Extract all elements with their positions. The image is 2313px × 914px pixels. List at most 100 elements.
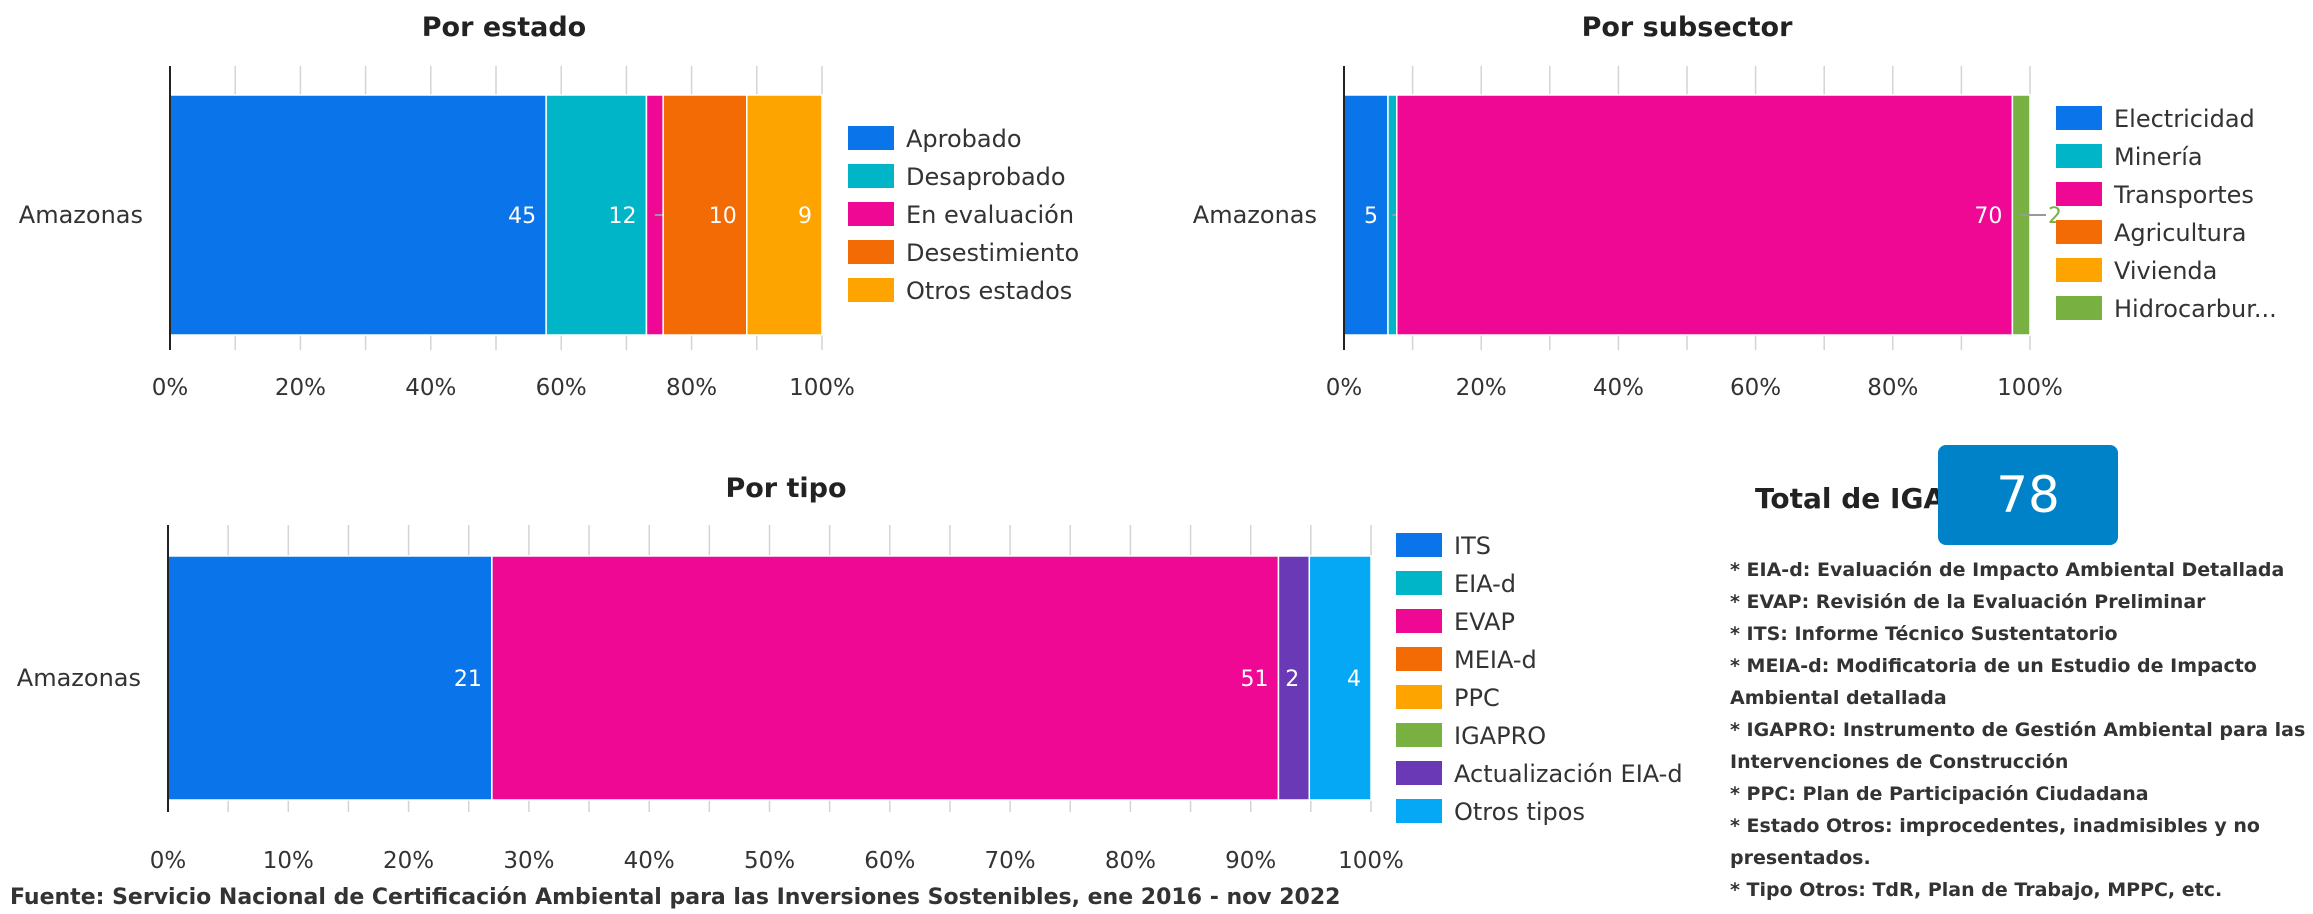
tick-label: 80% [1105, 848, 1156, 874]
legend-swatch[interactable] [1396, 647, 1442, 671]
source-note: Fuente: Servicio Nacional de Certificaci… [10, 885, 1341, 910]
data-label: 70 [1974, 204, 2002, 229]
note-item: * Estado Otros: improcedentes, inadmisib… [1730, 815, 2260, 869]
tick-label: 40% [405, 375, 456, 401]
tick-label: 90% [1225, 848, 1276, 874]
note-item: * EVAP: Revisión de la Evaluación Prelim… [1730, 591, 2206, 613]
tick-label: 70% [985, 848, 1036, 874]
note-item: * Tipo Otros: TdR, Plan de Trabajo, MPPC… [1730, 879, 2223, 901]
data-label: 9 [798, 204, 812, 229]
total-label: Total de IGA [1755, 482, 1946, 515]
tick-label: 100% [1997, 375, 2063, 401]
note-item: * MEIA-d: Modificatoria de un Estudio de… [1730, 655, 2257, 709]
legend-swatch[interactable] [1396, 609, 1442, 633]
note-item: * PPC: Plan de Participación Ciudadana [1730, 783, 2149, 805]
legend-label: En evaluación [906, 201, 1074, 229]
category-label: Amazonas [17, 664, 141, 692]
tick-label: 0% [152, 375, 189, 401]
legend-swatch[interactable] [2056, 182, 2102, 206]
legend-swatch[interactable] [848, 126, 894, 150]
bar-segment[interactable] [169, 94, 547, 336]
tick-label: 30% [503, 848, 554, 874]
tick-label: 10% [263, 848, 314, 874]
legend-label: Actualización EIA-d [1454, 760, 1683, 788]
bar-segment[interactable] [167, 555, 493, 801]
tick-label: 100% [789, 375, 855, 401]
category-label: Amazonas [1193, 201, 1317, 229]
chart-title: Por subsector [1582, 12, 1794, 43]
tick-label: 100% [1338, 848, 1404, 874]
chart-2: Por tipo 21 51 2 4 Amazonas 0% 10% 20% 30% 40% 50% 6… [17, 473, 1683, 874]
legend-label: Electricidad [2114, 105, 2255, 133]
legend-swatch[interactable] [1396, 761, 1442, 785]
bar-segment[interactable] [491, 555, 1280, 801]
legend-label: Transportes [2113, 181, 2254, 209]
legend-swatch[interactable] [2056, 106, 2102, 130]
tick-label: 50% [744, 848, 795, 874]
legend-label: Vivienda [2114, 257, 2217, 285]
data-label: 12 [608, 204, 636, 229]
legend-swatch[interactable] [848, 164, 894, 188]
legend-swatch[interactable] [1396, 685, 1442, 709]
tick-label: 20% [383, 848, 434, 874]
legend-swatch[interactable] [2056, 220, 2102, 244]
total-value-badge: 78 [1938, 445, 2118, 545]
legend-label: Desaprobado [906, 163, 1066, 191]
legend-label: Hidrocarbur... [2114, 295, 2277, 323]
data-label: 10 [709, 204, 737, 229]
category-label: Amazonas [19, 201, 143, 229]
chart-1: Por subsector51702Amazonas0%20%40%60%80%… [1193, 12, 2277, 401]
legend-label: Aprobado [906, 125, 1022, 153]
legend-swatch[interactable] [2056, 144, 2102, 168]
note-item: * IGAPRO: Instrumento de Gestión Ambient… [1730, 719, 2306, 773]
bar-segment[interactable] [746, 94, 823, 336]
tick-label: 60% [864, 848, 915, 874]
tick-label: 80% [1867, 375, 1918, 401]
chart-0: Por estado45122109Amazonas0%20%40%60%80%… [19, 12, 1079, 401]
chart-title: Por tipo [725, 473, 846, 504]
tick-label: 0% [150, 848, 187, 874]
legend-swatch[interactable] [2056, 296, 2102, 320]
tick-label: 40% [1593, 375, 1644, 401]
legend-swatch[interactable] [1396, 533, 1442, 557]
legend-swatch[interactable] [1396, 799, 1442, 823]
legend-swatch[interactable] [1396, 571, 1442, 595]
data-label: 45 [508, 204, 536, 229]
tick-label: 60% [536, 375, 587, 401]
tick-label: 20% [275, 375, 326, 401]
note-item: * ITS: Informe Técnico Sustentatorio [1730, 623, 2118, 645]
tick-label: 20% [1456, 375, 1507, 401]
bar-segment[interactable] [545, 94, 648, 336]
legend-label: Desestimiento [906, 239, 1079, 267]
tick-label: 40% [624, 848, 675, 874]
legend-label: MEIA-d [1454, 646, 1537, 674]
data-label: 2 [1285, 667, 1299, 692]
data-label: 51 [1240, 667, 1268, 692]
legend-label: EIA-d [1454, 570, 1516, 598]
tick-label: 80% [666, 375, 717, 401]
data-label: 4 [1347, 667, 1361, 692]
legend-swatch[interactable] [1396, 723, 1442, 747]
bar-segment[interactable] [1396, 94, 2014, 336]
bar-segment[interactable] [1343, 94, 1389, 336]
bar-segment[interactable] [1277, 555, 1311, 801]
note-item: * EIA-d: Evaluación de Impacto Ambiental… [1730, 559, 2285, 581]
legend-label: Agricultura [2114, 219, 2246, 247]
legend-label: Otros tipos [1454, 798, 1585, 826]
tick-label: 60% [1730, 375, 1781, 401]
legend-swatch[interactable] [848, 202, 894, 226]
legend-swatch[interactable] [848, 240, 894, 264]
bar-segment[interactable] [1308, 555, 1372, 801]
legend-label: Otros estados [906, 277, 1072, 305]
legend-swatch[interactable] [2056, 258, 2102, 282]
legend-label: EVAP [1454, 608, 1515, 636]
legend-label: Minería [2114, 143, 2203, 171]
legend-label: ITS [1454, 532, 1491, 560]
legend-label: PPC [1454, 684, 1500, 712]
legend-label: IGAPRO [1454, 722, 1546, 750]
tick-label: 0% [1326, 375, 1363, 401]
chart-title: Por estado [422, 12, 586, 43]
data-label: 5 [1364, 204, 1378, 229]
legend-swatch[interactable] [848, 278, 894, 302]
